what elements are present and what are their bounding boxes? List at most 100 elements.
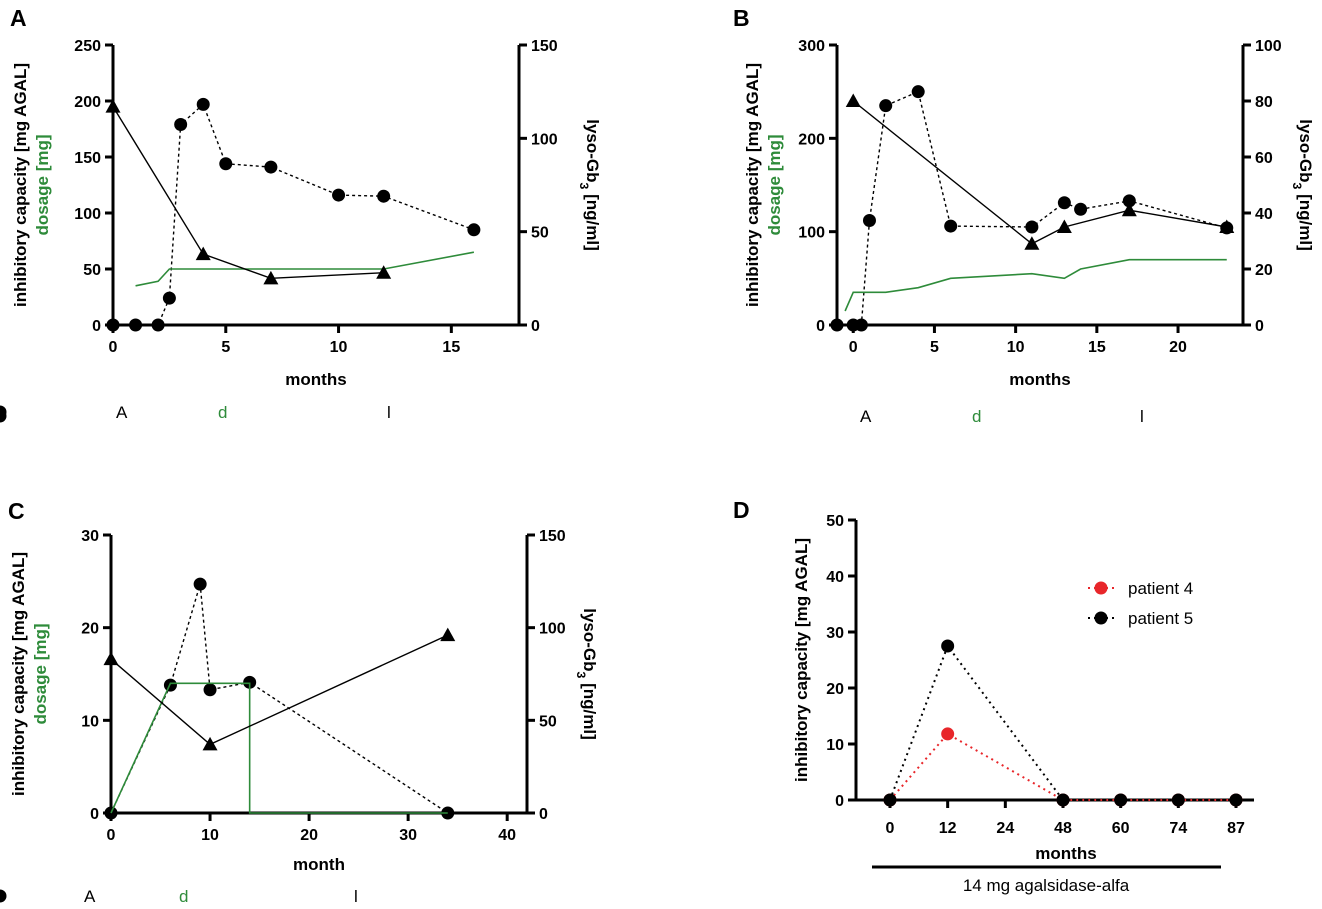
dosage-line [110, 682, 448, 814]
ada-point [264, 160, 278, 174]
series-dosage-mg- [135, 251, 475, 287]
y-tick-label-left: 200 [798, 131, 825, 148]
patient-point [1229, 793, 1243, 807]
x-tick-label: 12 [939, 820, 957, 837]
y-tick-label-left: 0 [816, 318, 825, 335]
x-tick-label: 15 [1088, 339, 1106, 356]
ada-point [1074, 202, 1088, 216]
ada-point [1057, 196, 1071, 210]
series-adas [104, 577, 455, 820]
y-tick-label-right: 150 [539, 528, 566, 545]
x-tick-label: 24 [996, 820, 1014, 837]
legend: ADAsdosage (mg)lyso-Gb3 [0, 407, 1322, 432]
y-tick-label: 40 [826, 569, 844, 586]
y-tick-label-right: 0 [1255, 318, 1264, 335]
ada-point [911, 85, 925, 99]
legend-lyso-label: lyso-Gb3 [1140, 407, 1322, 432]
legend-lyso-label: lyso-Gb3 [387, 403, 1322, 428]
y-axis-label-left: inhibitory capacity [mg AGAL] dosage [mg] [743, 63, 784, 307]
y-tick-label-left: 30 [81, 528, 99, 545]
y-tick-label-right: 50 [539, 713, 557, 730]
y-tick-label-right: 40 [1255, 206, 1273, 223]
patient-point [1171, 793, 1185, 807]
x-axis-label: month [293, 855, 345, 874]
ada-line [837, 90, 1227, 326]
y-tick-label-left: 100 [798, 225, 825, 242]
series-dosage-mg- [844, 258, 1227, 312]
dosage-line [844, 258, 1227, 312]
ada-point [377, 189, 391, 203]
x-axis-label: months [1035, 844, 1096, 863]
panel-letter: A [10, 5, 27, 31]
ada-line [110, 583, 449, 814]
legend-lyso-label: lyso-Gb3 [354, 887, 1322, 909]
ada-point [879, 99, 893, 113]
lyso-line [110, 634, 449, 746]
y-tick-label-right: 20 [1255, 262, 1273, 279]
x-tick-label: 87 [1227, 820, 1245, 837]
y-tick-label-right: 100 [531, 131, 558, 148]
lyso-point [845, 93, 861, 107]
legend-label: patient 4 [1128, 579, 1193, 598]
patient-line [889, 732, 1236, 801]
lyso-point [1219, 219, 1235, 233]
y-tick-label-left: 300 [798, 38, 825, 55]
lyso-point [195, 246, 211, 261]
y-tick-label: 50 [826, 513, 844, 530]
series-dosage-mg- [110, 682, 448, 814]
lyso-line [852, 100, 1227, 245]
y-axis-label: inhibitory capacity [mg AGAL] [792, 538, 811, 782]
ada-point [193, 577, 207, 591]
ada-point [219, 157, 233, 171]
legend: ADAsdosage (mg)lyso-Gb3 [0, 403, 1322, 428]
series-lyso-gb3 [845, 93, 1235, 250]
y-tick-label-left: 200 [74, 94, 101, 111]
x-tick-label: 10 [330, 339, 348, 356]
y-tick-label-left: 250 [74, 38, 101, 55]
series-adas [106, 97, 481, 332]
legend-ada-marker [0, 889, 7, 903]
y-tick-label-right: 50 [531, 225, 549, 242]
legend-ada-label: ADAs [860, 407, 1322, 426]
y-tick-label-left: 0 [90, 806, 99, 823]
series-lyso-gb3 [105, 99, 392, 285]
x-tick-label: 30 [399, 827, 417, 844]
y-tick-label-left: 50 [83, 262, 101, 279]
legend-ada-label: ADAs [84, 887, 1322, 906]
x-tick-label: 0 [107, 827, 116, 844]
y-axis-label-right: lyso-Gb3 [ng/ml] [574, 608, 599, 740]
y-tick-label-left: 20 [81, 621, 99, 638]
x-tick-label: 20 [300, 827, 318, 844]
lyso-point [103, 651, 119, 666]
patient-point [941, 727, 955, 741]
y-tick-label-left: 100 [74, 206, 101, 223]
panel-letter: D [733, 497, 750, 523]
y-tick-label-right: 0 [539, 806, 548, 823]
legend-marker [1094, 581, 1108, 595]
y-tick-label-right: 150 [531, 38, 558, 55]
lyso-point [1056, 219, 1072, 233]
ada-point [106, 318, 120, 332]
x-axis-label: months [1009, 370, 1070, 389]
treatment-label: 14 mg agalsidase-alfa [963, 876, 1130, 895]
x-tick-label: 0 [886, 820, 895, 837]
x-tick-label: 5 [930, 339, 939, 356]
x-tick-label: 0 [109, 339, 118, 356]
ada-point [243, 675, 257, 689]
ada-point [196, 97, 210, 111]
x-tick-label: 0 [849, 339, 858, 356]
patient-point [1114, 793, 1128, 807]
y-tick-label: 0 [835, 793, 844, 810]
lyso-line [112, 106, 384, 280]
legend-dosage-label: dosage (mg) [218, 403, 1322, 422]
y-tick-label-left: 150 [74, 150, 101, 167]
lyso-point [440, 627, 456, 642]
ada-point [467, 223, 481, 237]
y-tick-label-left: 0 [92, 318, 101, 335]
legend: patient 4 patient 5 [1088, 579, 1193, 628]
dosage-line [135, 251, 475, 287]
